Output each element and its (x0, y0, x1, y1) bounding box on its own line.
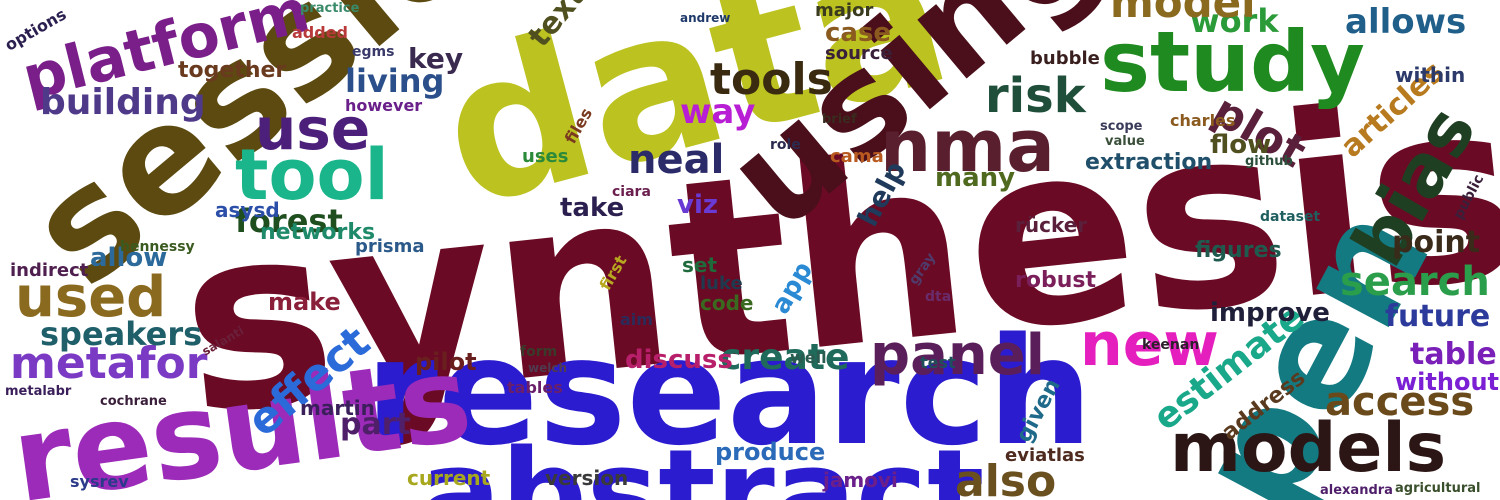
word-role: role (770, 137, 801, 153)
word-brief: brief (822, 112, 857, 127)
word-welch: welch (528, 361, 567, 375)
word-without: without (1395, 368, 1500, 396)
word-indirect: indirect (10, 260, 89, 281)
word-key: key (408, 42, 464, 75)
word-aim: aim (620, 310, 653, 329)
word-work: work (1190, 2, 1279, 40)
word-cochrane: cochrane (100, 394, 167, 409)
word-new: new (1080, 310, 1219, 380)
word-used: used (15, 265, 167, 330)
word-scope: scope (1100, 119, 1143, 134)
word-extraction: extraction (1085, 150, 1213, 175)
word-however: however (345, 96, 423, 115)
word-current: current (407, 466, 491, 490)
word-martin: martin (300, 396, 375, 420)
word-bubble: bubble (1030, 48, 1100, 69)
word-abstract: abstract (420, 425, 985, 500)
word-flow: flow (1210, 130, 1272, 160)
word-eviatlas: eviatlas (1005, 445, 1085, 466)
word-produce: produce (715, 438, 826, 466)
word-dta: dta (925, 289, 952, 305)
word-access: access (1325, 379, 1475, 425)
word-speakers: speakers (40, 315, 203, 353)
word-viz: viz (677, 190, 718, 220)
word-risk: risk (985, 68, 1086, 124)
word-jamovi: jamovi (823, 468, 898, 492)
word-networks: networks (260, 220, 376, 245)
word-asysd: asysd (215, 198, 280, 222)
word-model: model (1110, 0, 1256, 27)
word-nma: nma (880, 104, 1055, 188)
word-tool: tool (235, 134, 389, 216)
word-many: many (935, 163, 1016, 193)
word-use: use (255, 95, 371, 163)
word-study: study (1100, 13, 1365, 111)
word-together: together (178, 58, 287, 83)
word-well: well (790, 348, 827, 367)
word-prisma: prisma (355, 236, 425, 257)
word-discuss: discuss (625, 345, 733, 375)
word-tables: tables (507, 378, 563, 397)
word-ciara: ciara (612, 184, 651, 200)
word-research: research (365, 306, 1093, 478)
word-set: set (682, 253, 718, 277)
word-value: value (1105, 134, 1145, 149)
word-charles: charles (1170, 111, 1236, 130)
word-improve: improve (1210, 298, 1330, 328)
word-keenan: keenan (1142, 337, 1200, 353)
word-way: way (680, 92, 756, 132)
word-models: models (1170, 409, 1447, 488)
word-metafor: metafor (10, 338, 208, 389)
word-version: version (545, 466, 629, 490)
word-source: source (825, 43, 893, 64)
word-agricultural: agricultural (1395, 481, 1481, 496)
word-allows: allows (1345, 2, 1467, 42)
word-metalabr: metalabr (5, 384, 72, 399)
word-table: table (1410, 337, 1497, 372)
word-allow: allow (90, 243, 168, 273)
word-sysrev: sysrev (70, 472, 129, 491)
word-rucker: rücker (1015, 213, 1088, 237)
word-search: search (1340, 259, 1490, 305)
word-robust: robust (1015, 268, 1096, 293)
word-pilot: pilot (415, 348, 477, 376)
word-uses: uses (522, 146, 569, 167)
word-practice: practice (300, 1, 360, 16)
word-dataset: dataset (1260, 209, 1321, 225)
word-living: living (345, 62, 445, 100)
word-luke: luke (700, 273, 743, 294)
word-form: form (520, 344, 558, 360)
word-cama: cama (830, 146, 884, 167)
word-test: test (920, 353, 956, 372)
word-egms: egms (352, 44, 395, 60)
word-panel: panel (870, 323, 1045, 388)
word-added: added (292, 23, 349, 42)
word-take: take (560, 193, 625, 223)
word-tools: tools (710, 54, 833, 105)
word-figures: figures (1195, 238, 1282, 263)
word-part: part (340, 407, 411, 442)
word-alexandra: alexandra (1320, 483, 1393, 498)
word-major: major (815, 0, 874, 21)
word-future: future (1385, 299, 1491, 334)
word-forest: forest (235, 202, 343, 240)
word-within: within (1395, 63, 1466, 87)
word-code: code (700, 291, 754, 315)
word-also: also (955, 456, 1057, 500)
word-github: github (1245, 154, 1293, 169)
word-building: building (40, 82, 206, 123)
word-case: case (825, 18, 892, 48)
word-make: make (268, 288, 341, 316)
word-neal: neal (628, 137, 725, 183)
word-create: create (720, 337, 850, 378)
word-point: point (1392, 225, 1481, 260)
word-andrew: andrew (680, 11, 731, 25)
word-hennessy: hennessy (120, 239, 195, 255)
